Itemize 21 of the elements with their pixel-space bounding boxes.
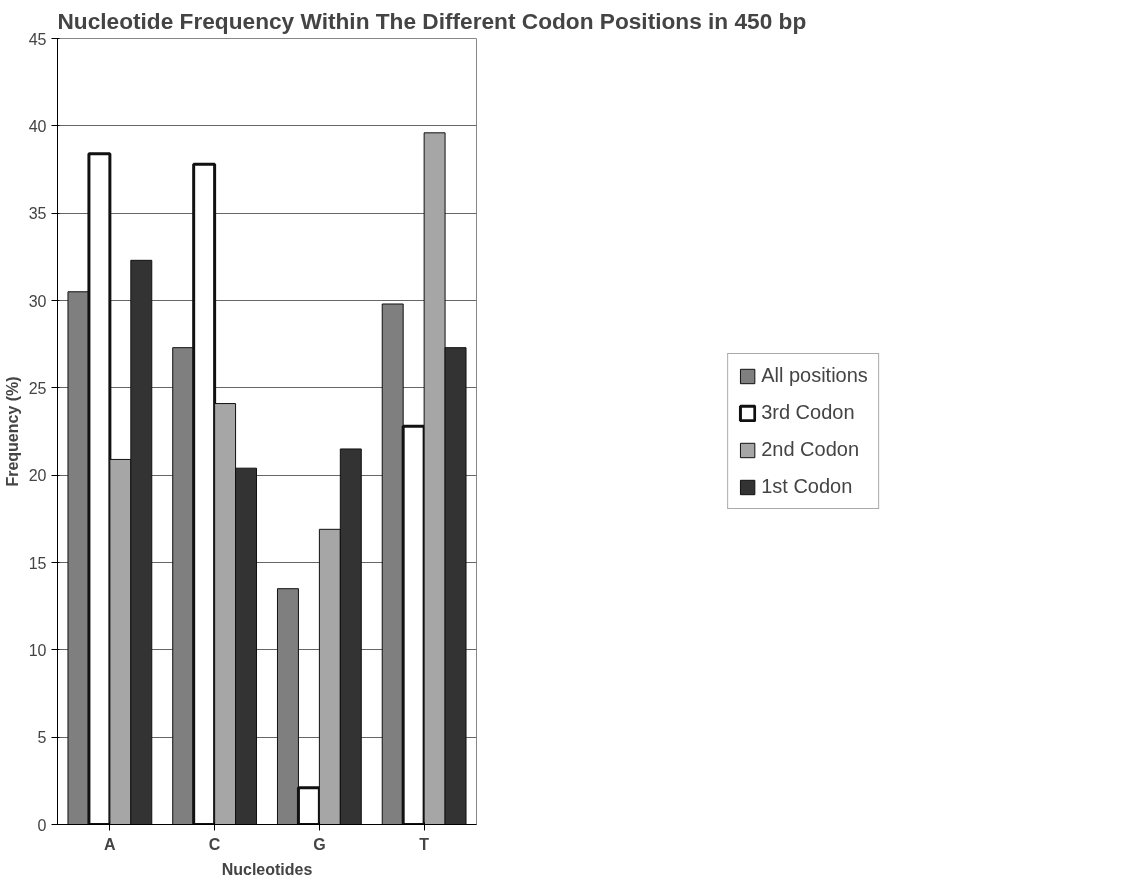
y-tick-label: 20 xyxy=(28,467,47,485)
x-tick-label: A xyxy=(104,835,117,853)
y-tick-label: 40 xyxy=(28,117,47,135)
y-tick-label: 5 xyxy=(37,729,47,747)
y-tick-label: 35 xyxy=(28,205,47,223)
y-tick-label: 0 xyxy=(37,816,47,834)
y-tick-label: 30 xyxy=(28,292,47,310)
legend-label: 3rd Codon xyxy=(761,401,855,424)
y-tick-label: 10 xyxy=(28,641,47,659)
legend-label: All positions xyxy=(761,364,868,387)
legend-label: 2nd Codon xyxy=(761,438,860,461)
x-tick-label: C xyxy=(208,835,221,853)
y-axis-title: Frequency (%) xyxy=(3,376,21,487)
y-tick-label: 15 xyxy=(28,554,47,572)
x-tick-label: T xyxy=(419,835,430,853)
legend-label: 1st Codon xyxy=(761,475,853,498)
chart-title: Nucleotide Frequency Within The Different Codon Positions in 450 bp xyxy=(57,7,807,34)
y-tick-label: 25 xyxy=(28,379,47,397)
x-axis-title: Nucleotides xyxy=(221,860,313,878)
x-tick-label: G xyxy=(313,835,326,853)
y-tick-label: 45 xyxy=(28,30,47,48)
